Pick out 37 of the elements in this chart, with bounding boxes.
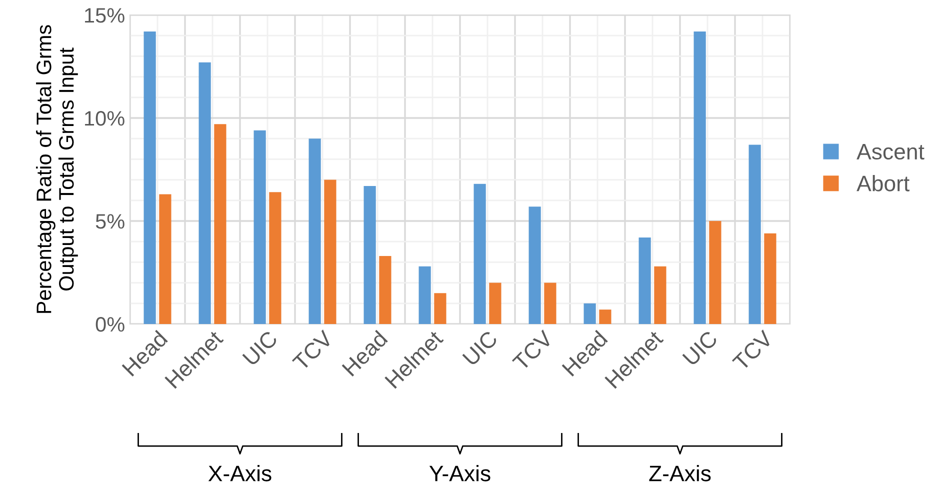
y-tick-label: 15%	[85, 8, 124, 23]
bar	[748, 144, 761, 324]
bar	[198, 62, 211, 324]
y-tick-label: 10%	[85, 111, 124, 126]
bar	[434, 293, 446, 324]
bar	[709, 221, 722, 324]
bar	[254, 130, 266, 324]
x-tick-label: UIC	[462, 330, 498, 366]
legend-label: Abort	[856, 175, 910, 192]
text: X-Axis	[208, 465, 272, 482]
bar	[654, 266, 666, 324]
bar	[474, 184, 486, 324]
bar	[214, 124, 226, 324]
bar	[528, 206, 541, 324]
bar	[599, 310, 612, 324]
text: Z-Axis	[649, 465, 711, 482]
bar	[324, 180, 336, 324]
y-axis-title: Percentage Ratio of Total Grms Output to Total Grms Input	[36, 25, 78, 313]
bar	[489, 282, 502, 324]
x-tick-label: UIC	[682, 330, 718, 366]
bar	[764, 233, 776, 324]
bar	[584, 303, 596, 324]
bar	[308, 138, 321, 324]
x-tick-label: UIC	[242, 330, 278, 366]
y-tick-label: 0%	[96, 317, 124, 332]
text: Y-Axis	[429, 465, 490, 482]
legend-label: Ascent	[856, 144, 924, 160]
y-tick-label: 5%	[96, 214, 124, 229]
bar	[694, 31, 706, 324]
bar	[544, 282, 556, 324]
bar	[379, 256, 392, 324]
bar	[364, 186, 376, 324]
bar	[418, 266, 431, 324]
bar	[144, 31, 156, 324]
bar	[269, 192, 282, 324]
bar	[638, 237, 651, 324]
bar	[159, 194, 172, 324]
